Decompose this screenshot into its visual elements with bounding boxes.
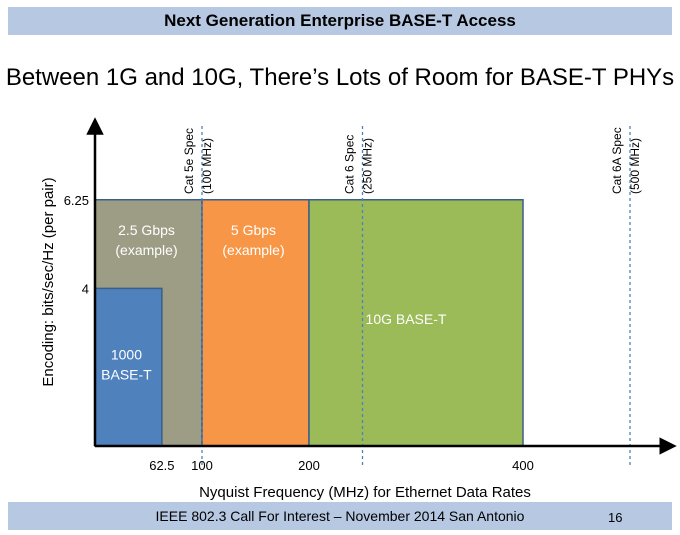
region-label-1: 5 Gbps <box>231 222 276 238</box>
spec-label-2: Cat 6A Spec <box>610 127 624 194</box>
spec-label-1: Cat 6 Spec <box>343 135 357 194</box>
region-label-3: 1000 <box>111 346 142 362</box>
footer-banner: IEEE 802.3 Call For Interest – November … <box>8 502 672 530</box>
slide-title: Between 1G and 10G, There’s Lots of Room… <box>5 64 675 91</box>
x-tick-label-2: 200 <box>298 458 320 473</box>
spec-sublabel-2: (500 MHz) <box>628 138 642 194</box>
header-banner-title: Next Generation Enterprise BASE-T Access <box>164 11 516 30</box>
spec-label-0: Cat 5e Spec <box>182 128 196 194</box>
page-number: 16 <box>608 510 623 525</box>
x-tick-label-0: 62.5 <box>149 458 174 473</box>
spec-sublabel-0: (100 MHz) <box>200 138 214 194</box>
y-axis-label: Encoding: bits/sec/Hz (per pair) <box>40 177 57 386</box>
region-sublabel-3: BASE-T <box>101 366 152 382</box>
region-2 <box>308 199 524 447</box>
spec-sublabel-1: (250 MHz) <box>361 138 375 194</box>
header-banner: Next Generation Enterprise BASE-T Access <box>8 7 672 35</box>
x-axis-label: Nyquist Frequency (MHz) for Ethernet Dat… <box>199 484 531 501</box>
x-tick-label-3: 400 <box>512 458 534 473</box>
region-sublabel-0: (example) <box>115 242 177 258</box>
region-label-0: 2.5 Gbps <box>118 222 175 238</box>
region-1 <box>201 199 310 447</box>
x-tick-label-1: 100 <box>191 458 213 473</box>
region-sublabel-1: (example) <box>222 242 284 258</box>
y-tick-label-0: 4 <box>82 281 89 296</box>
footer-text: IEEE 802.3 Call For Interest – November … <box>155 508 525 524</box>
region-3 <box>94 287 163 447</box>
region-label-2: 10G BASE-T <box>366 311 447 327</box>
y-tick-label-1: 6.25 <box>64 193 89 208</box>
